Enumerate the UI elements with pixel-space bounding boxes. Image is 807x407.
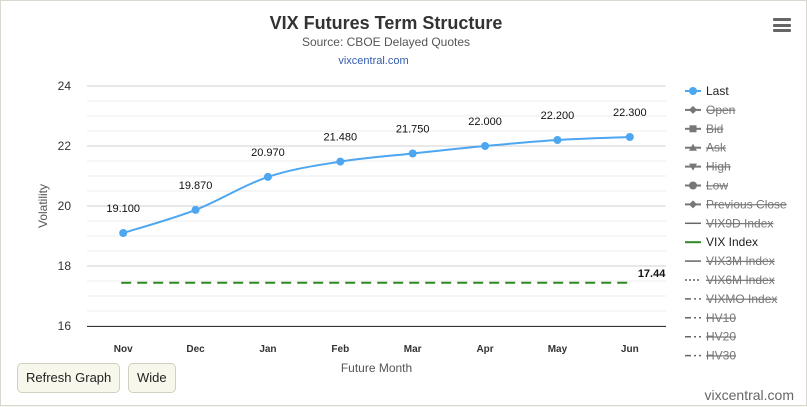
data-label: 17.44 <box>638 268 666 280</box>
legend-diamond-icon <box>689 105 697 114</box>
chart-subtitle: Source: CBOE Delayed Quotes <box>301 35 471 49</box>
x-tick-label: May <box>548 344 568 355</box>
x-tick-label: Mar <box>404 344 422 355</box>
wide-button[interactable]: Wide <box>128 363 176 393</box>
legend-label: VIX9D Index <box>706 216 773 230</box>
y-tick-label: 24 <box>58 79 72 93</box>
legend-label: Ask <box>706 141 727 155</box>
data-point <box>336 157 345 166</box>
data-point <box>553 136 562 144</box>
legend-label: HV30 <box>706 349 736 363</box>
data-label: 19.100 <box>106 203 140 215</box>
legend-item[interactable]: VIX3M Index <box>685 254 775 268</box>
legend-item[interactable]: HV20 <box>685 330 736 344</box>
legend-item[interactable]: VIX9D Index <box>685 216 773 230</box>
legend-item[interactable]: Open <box>685 103 735 117</box>
legend-label: VIX3M Index <box>706 254 775 268</box>
legend-triangle-icon <box>689 143 697 151</box>
legend-item[interactable]: Ask <box>685 141 727 155</box>
legend-circle-icon <box>689 181 697 190</box>
legend-item[interactable]: Bid <box>685 122 723 136</box>
x-tick-label: Jun <box>621 344 639 355</box>
legend-circle-icon <box>689 87 697 95</box>
y-tick-label: 20 <box>58 199 72 213</box>
data-point <box>119 229 128 237</box>
y-tick-label: 18 <box>58 259 72 273</box>
legend-item[interactable]: HV10 <box>685 311 736 325</box>
legend-label: Low <box>706 179 728 193</box>
data-point <box>263 172 272 181</box>
legend-label: VIXMO Index <box>706 292 777 306</box>
data-label: 22.200 <box>541 110 575 122</box>
legend-square-icon <box>689 125 697 133</box>
data-label: 21.480 <box>323 132 357 144</box>
legend-triangle-down-icon <box>689 163 697 171</box>
legend-item[interactable]: VIX Index <box>685 235 758 249</box>
legend-label: VIX Index <box>706 235 758 249</box>
legend-item[interactable]: HV30 <box>685 349 736 363</box>
legend-label: HV20 <box>706 330 736 344</box>
x-axis-title: Future Month <box>341 361 412 375</box>
x-tick-label: Jan <box>259 344 276 355</box>
y-axis-title: Volatility <box>36 184 50 228</box>
credit-link[interactable]: vixcentral.com <box>704 387 794 403</box>
legend-item[interactable]: Previous Close <box>685 197 787 211</box>
legend-label: High <box>706 160 731 174</box>
data-point <box>625 133 634 141</box>
data-label: 21.750 <box>396 124 430 136</box>
source-link[interactable]: vixcentral.com <box>338 55 409 67</box>
y-tick-label: 16 <box>58 319 72 333</box>
legend-item[interactable]: Low <box>685 179 728 193</box>
data-point <box>191 205 200 214</box>
y-tick-label: 22 <box>58 139 72 153</box>
data-point <box>481 142 490 150</box>
legend-item[interactable]: VIXMO Index <box>685 292 777 306</box>
x-tick-label: Dec <box>186 344 205 355</box>
legend-item[interactable]: High <box>685 160 731 174</box>
chart-legend: Last Open Bid Ask High Low Previous Close VIX9D… <box>685 84 787 363</box>
data-label: 22.000 <box>468 116 502 128</box>
x-tick-label: Feb <box>331 344 349 355</box>
hamburger-menu-icon[interactable] <box>773 18 791 32</box>
legend-diamond-icon <box>689 200 697 209</box>
legend-label: VIX6M Index <box>706 273 775 287</box>
legend-item[interactable]: VIX6M Index <box>685 273 775 287</box>
legend-label: Open <box>706 103 735 117</box>
series-line-last <box>122 136 630 234</box>
data-label: 20.970 <box>251 147 285 159</box>
x-tick-label: Apr <box>476 344 493 355</box>
x-tick-label: Nov <box>114 344 133 355</box>
legend-label: HV10 <box>706 311 736 325</box>
legend-item[interactable]: Last <box>685 84 729 98</box>
legend-label: Bid <box>706 122 723 136</box>
legend-label: Last <box>706 84 729 98</box>
legend-label: Previous Close <box>706 197 787 211</box>
refresh-graph-button[interactable]: Refresh Graph <box>17 363 121 393</box>
data-label: 22.300 <box>613 107 647 119</box>
data-label: 19.870 <box>179 180 213 192</box>
data-point <box>408 149 417 158</box>
chart-title: VIX Futures Term Structure <box>269 13 503 33</box>
